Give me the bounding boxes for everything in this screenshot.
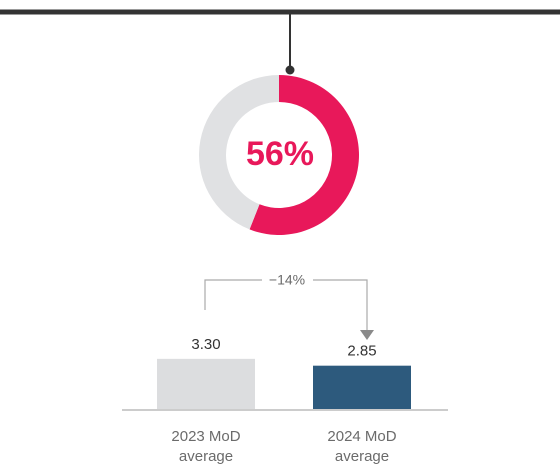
value-label: 2.85: [347, 343, 376, 360]
donut-segment: [249, 75, 359, 236]
bar: [157, 358, 255, 409]
center-label: 56%: [246, 135, 314, 173]
arrow-head: [360, 330, 374, 340]
category-label: 2023 MoD average: [171, 428, 241, 465]
donut: [198, 75, 359, 236]
bar: [313, 365, 411, 409]
connector-dot: [285, 65, 295, 75]
bars: 3.30 2.85: [157, 336, 411, 409]
value-label: 3.30: [191, 336, 220, 353]
change-bracket: [204, 279, 368, 330]
category-label: 2024 MoD average: [327, 428, 397, 465]
change-annotation: −14%: [269, 272, 305, 288]
donut-segment: [198, 75, 279, 230]
